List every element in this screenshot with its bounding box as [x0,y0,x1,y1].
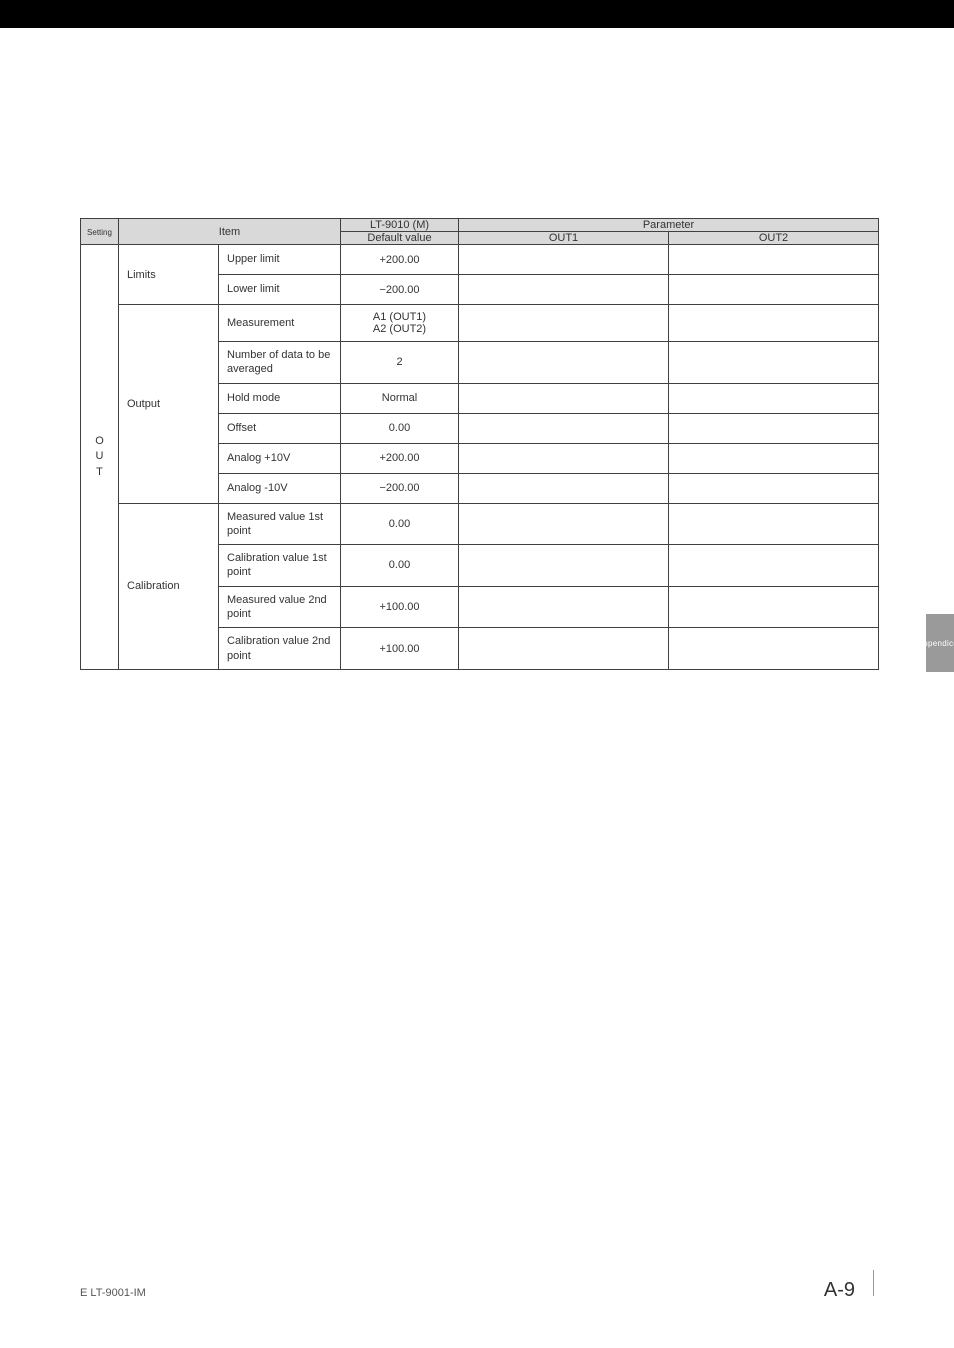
table-header-row-1: Setting Item LT-9010 (M) Parameter [81,219,879,232]
param-out2-cell [669,545,879,587]
item-label: Number of data to be averaged [219,342,341,384]
sidebar-tab-appendices: Appendices [926,614,954,672]
category-calibration: Calibration [119,503,219,669]
param-out2-cell [669,245,879,275]
content-area: Setting Item LT-9010 (M) Parameter Defau… [0,218,954,670]
param-out2-cell [669,503,879,545]
default-value: −200.00 [341,473,459,503]
header-out1: OUT1 [459,232,669,245]
page-footer: E LT-9001-IM A-9 [80,1270,874,1302]
item-label: Measurement [219,305,341,342]
top-bar [0,0,954,28]
param-out1-cell [459,443,669,473]
default-value: A1 (OUT1) A2 (OUT2) [341,305,459,342]
header-item: Item [119,219,341,245]
header-setting: Setting [81,219,119,245]
param-out1-cell [459,305,669,342]
page: Setting Item LT-9010 (M) Parameter Defau… [0,0,954,1348]
table-wrapper: Setting Item LT-9010 (M) Parameter Defau… [80,218,874,670]
footer-page-number-text: A-9 [824,1279,855,1302]
header-out2: OUT2 [669,232,879,245]
default-value: +100.00 [341,586,459,628]
item-label: Measured value 1st point [219,503,341,545]
param-out1-cell [459,245,669,275]
param-out2-cell [669,305,879,342]
item-label: Calibration value 1st point [219,545,341,587]
param-out1-cell [459,628,669,670]
param-out1-cell [459,586,669,628]
category-limits: Limits [119,245,219,305]
item-label: Calibration value 2nd point [219,628,341,670]
item-label: Offset [219,413,341,443]
default-value: 0.00 [341,545,459,587]
param-out2-cell [669,473,879,503]
param-out1-cell [459,383,669,413]
param-out1-cell [459,275,669,305]
param-out1-cell [459,342,669,384]
param-out2-cell [669,383,879,413]
parameters-table: Setting Item LT-9010 (M) Parameter Defau… [80,218,879,670]
item-label: Hold mode [219,383,341,413]
param-out2-cell [669,443,879,473]
header-parameter: Parameter [459,219,879,232]
default-value: +200.00 [341,245,459,275]
param-out1-cell [459,503,669,545]
item-label: Measured value 2nd point [219,586,341,628]
sidebar-tab-label: Appendices [918,639,954,648]
footer-divider [873,1270,874,1296]
table-row: Output Measurement A1 (OUT1) A2 (OUT2) [81,305,879,342]
header-lt-model: LT-9010 (M) [341,219,459,232]
footer-page-number: A-9 [824,1270,874,1302]
setting-group-label: O U T [81,434,118,480]
item-label: Upper limit [219,245,341,275]
param-out2-cell [669,586,879,628]
param-out2-cell [669,342,879,384]
param-out2-cell [669,628,879,670]
default-value: 0.00 [341,413,459,443]
default-value: +200.00 [341,443,459,473]
param-out1-cell [459,545,669,587]
item-label: Lower limit [219,275,341,305]
setting-group-cell: O U T [81,245,119,670]
item-label: Analog +10V [219,443,341,473]
param-out1-cell [459,473,669,503]
item-label: Analog -10V [219,473,341,503]
table-row: O U T Limits Upper limit +200.00 [81,245,879,275]
category-output: Output [119,305,219,504]
header-default-value: Default value [341,232,459,245]
default-value: 0.00 [341,503,459,545]
param-out1-cell [459,413,669,443]
param-out2-cell [669,275,879,305]
default-value: +100.00 [341,628,459,670]
default-value: −200.00 [341,275,459,305]
footer-doc-id: E LT-9001-IM [80,1287,146,1299]
default-value: Normal [341,383,459,413]
default-value: 2 [341,342,459,384]
table-row: Calibration Measured value 1st point 0.0… [81,503,879,545]
param-out2-cell [669,413,879,443]
